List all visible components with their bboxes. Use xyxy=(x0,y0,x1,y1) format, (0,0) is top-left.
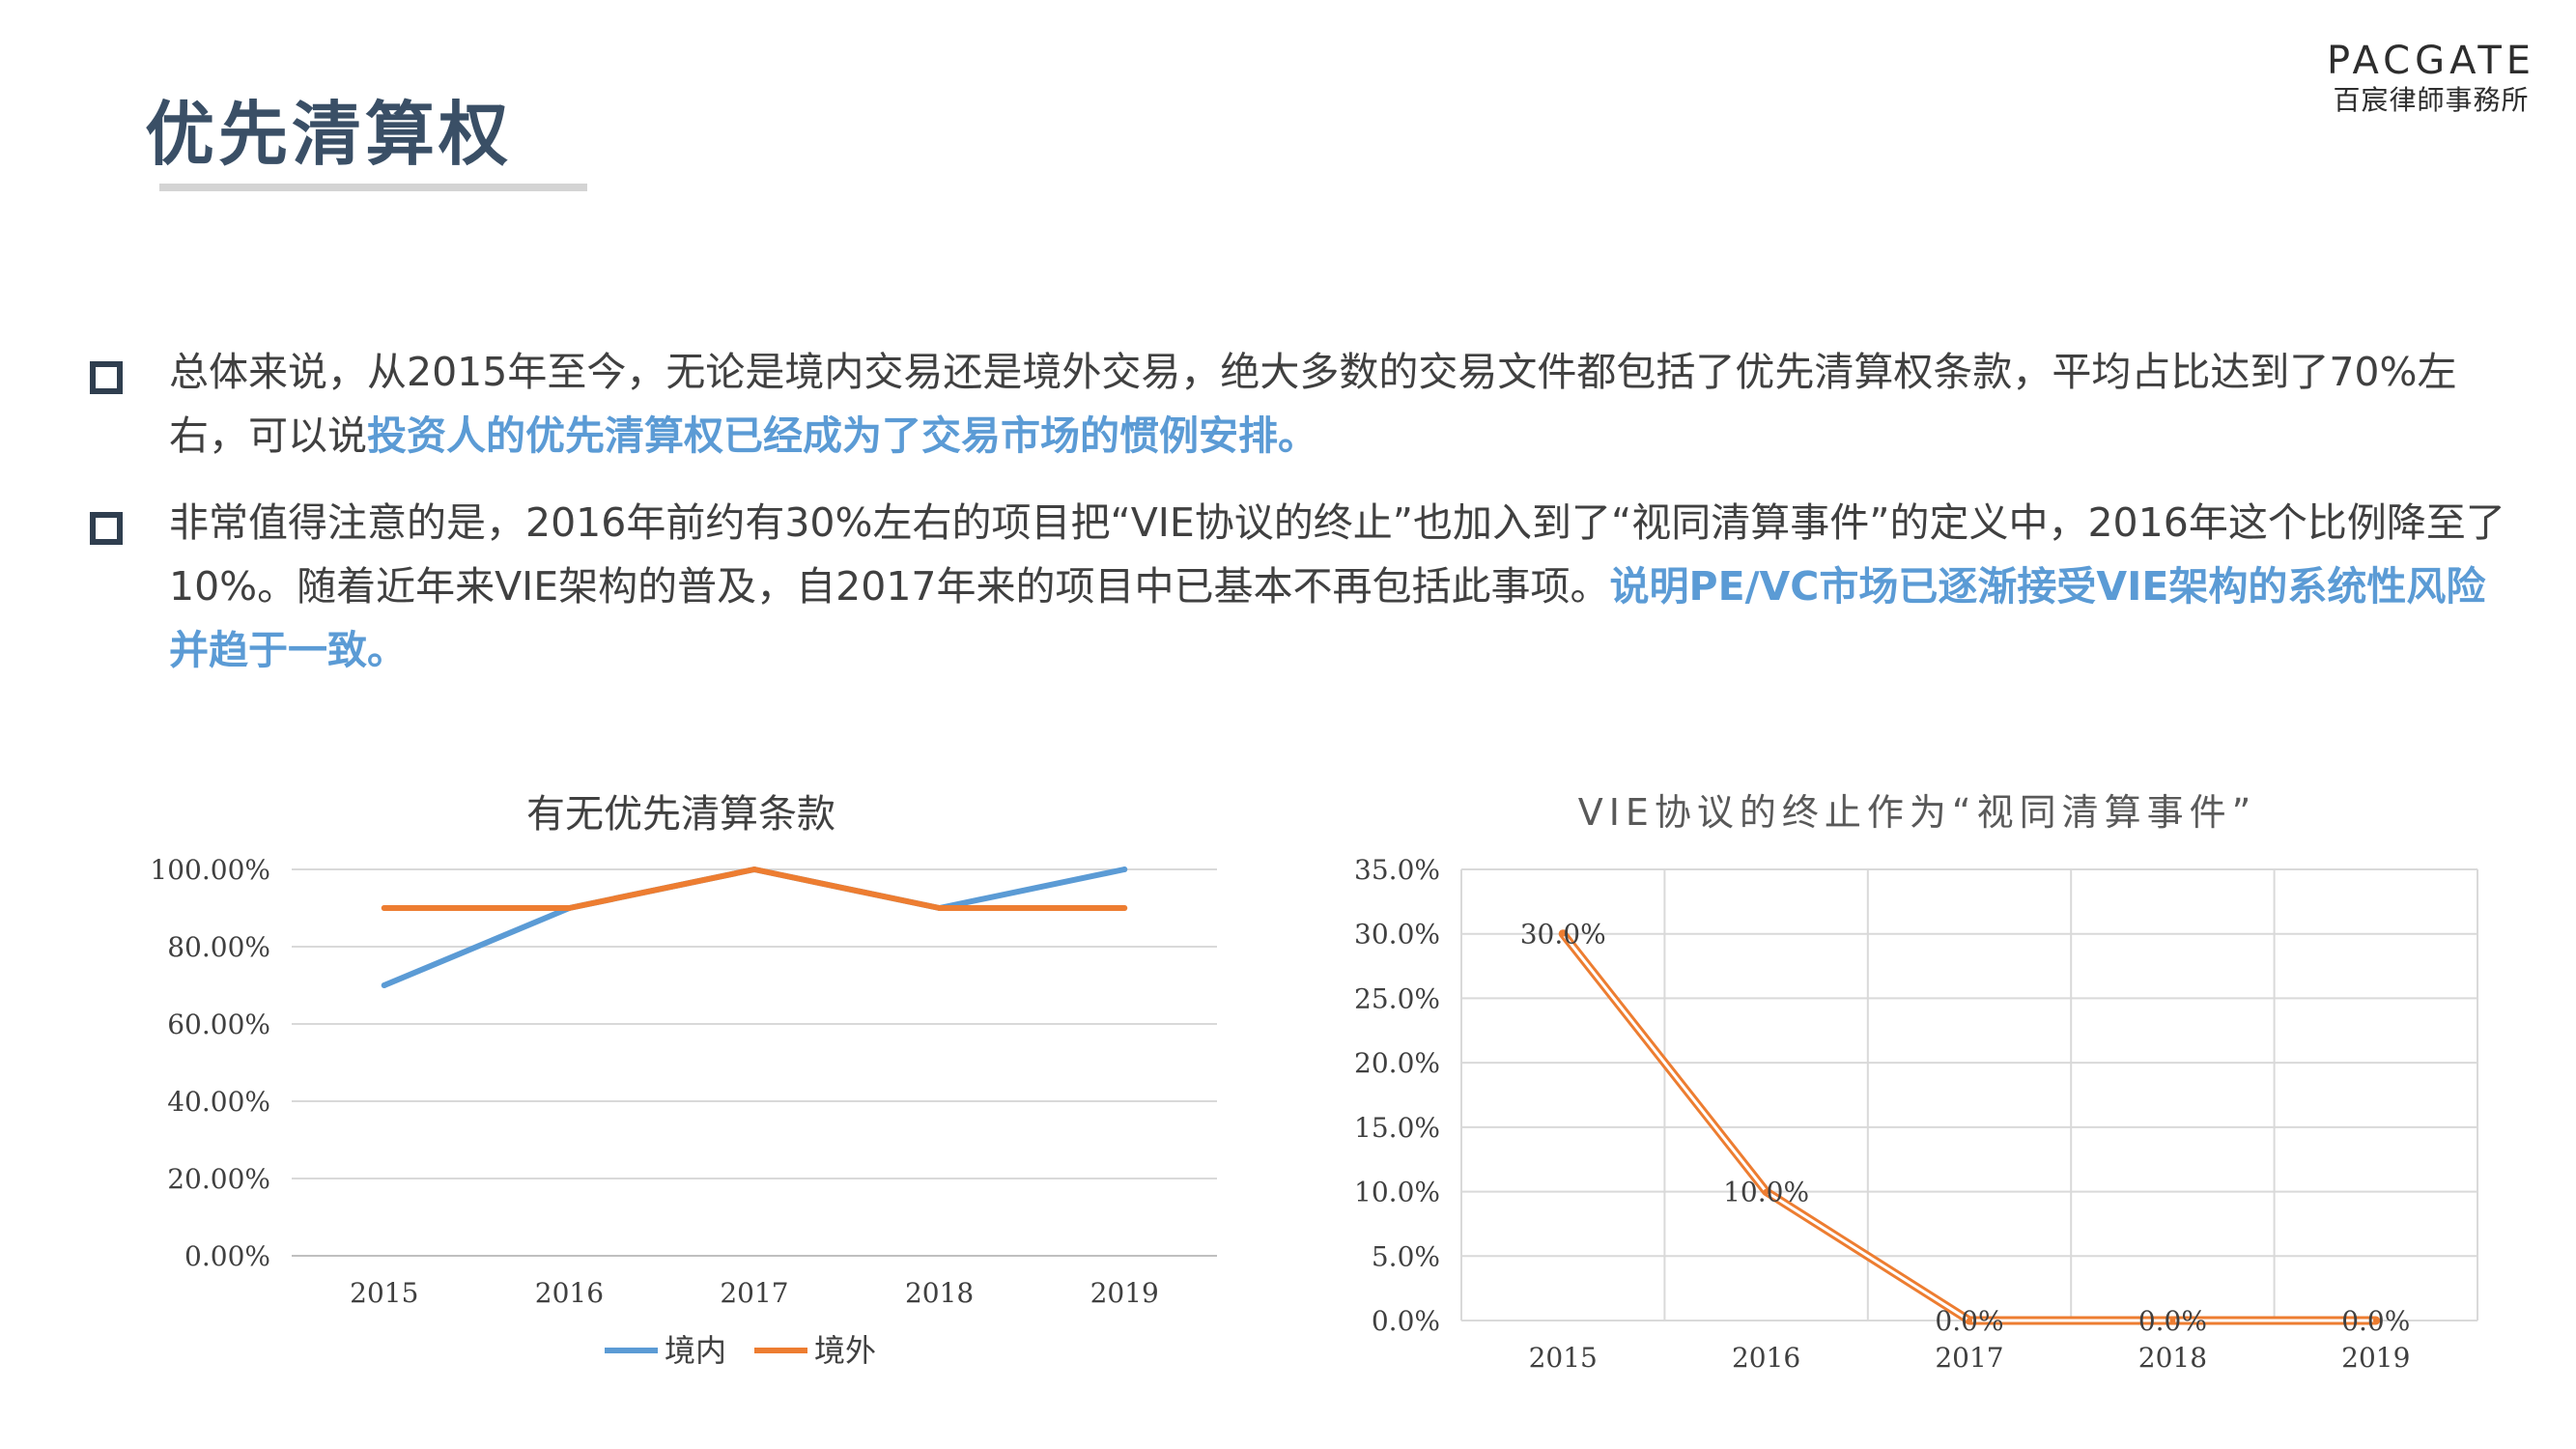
company-logo: PACGATE 百宸律師事務所 xyxy=(2320,39,2542,118)
square-bullet-icon xyxy=(90,361,123,394)
data-point xyxy=(1763,1188,1769,1195)
bullet-item: 总体来说，从2015年至今，无论是境内交易还是境外交易，绝大多数的交易文件都包括… xyxy=(87,340,2511,468)
x-tick-label: 2018 xyxy=(2138,1342,2207,1374)
logo-wordmark: PACGATE xyxy=(2326,39,2536,83)
series-line xyxy=(381,867,1128,988)
title-underline xyxy=(159,184,587,191)
chart-plot: 0.00% 20.00% 40.00% 60.00% 80.00% 100.00% 2015… xyxy=(150,854,1217,1369)
legend-label: 境外 xyxy=(814,1332,876,1369)
data-point xyxy=(1560,930,1567,937)
y-tick-label: 35.0% xyxy=(1354,854,1440,886)
y-tick-label: 0.00% xyxy=(184,1240,270,1272)
square-bullet-icon xyxy=(90,512,123,545)
y-tick-label: 80.00% xyxy=(167,931,270,963)
chart-title: VIE协议的终止作为“视同清算事件” xyxy=(1577,791,2257,834)
data-point xyxy=(751,867,757,872)
y-tick-label: 5.0% xyxy=(1372,1240,1440,1272)
data-point xyxy=(1967,1318,1972,1323)
data-label: 30.0% xyxy=(1520,919,1606,951)
data-label: 0.0% xyxy=(2138,1305,2207,1337)
liquidation-clause-chart: 有无优先清算条款 0.00% 20.00% 40.00% 60.00% 80.00% 10… xyxy=(126,773,1236,1401)
x-tick-label: 2015 xyxy=(350,1277,418,1309)
y-tick-label: 10.0% xyxy=(1354,1177,1440,1208)
data-point xyxy=(381,982,387,988)
y-tick-label: 20.0% xyxy=(1354,1047,1440,1079)
vie-termination-chart: VIE协议的终止作为“视同清算事件” 0.0% 5.0% 10.0% 15.0% 20.… xyxy=(1323,773,2511,1401)
legend-label: 境内 xyxy=(665,1332,726,1369)
x-tick-label: 2015 xyxy=(1529,1342,1598,1374)
y-tick-label: 100.00% xyxy=(150,854,270,886)
x-tick-label: 2016 xyxy=(1732,1342,1800,1374)
y-tick-label: 0.0% xyxy=(1372,1305,1440,1337)
data-label: 0.0% xyxy=(2341,1305,2410,1337)
bullet-item: 非常值得注意的是，2016年前约有30%左右的项目把“VIE协议的终止”也加入到… xyxy=(87,491,2511,682)
data-point xyxy=(2372,1318,2379,1323)
y-tick-label: 30.0% xyxy=(1354,919,1440,951)
x-tick-label: 2016 xyxy=(535,1277,604,1309)
data-point xyxy=(1121,905,1128,911)
data-point xyxy=(936,905,943,911)
y-tick-label: 25.0% xyxy=(1354,982,1440,1014)
chart-title: 有无优先清算条款 xyxy=(526,792,835,837)
data-point xyxy=(1121,867,1128,872)
logo-subtitle: 百宸律師事務所 xyxy=(2333,84,2530,116)
data-point xyxy=(2169,1318,2176,1323)
data-label: 0.0% xyxy=(1935,1305,2003,1337)
bullet-highlight: 投资人的优先清算权已经成为了交易市场的惯例安排。 xyxy=(367,412,1317,459)
chart-plot: 0.0% 5.0% 10.0% 15.0% 20.0% 25.0% 30.0% 35.0% 20… xyxy=(1354,854,2478,1374)
bullet-highlight: 说明PE/VC市场已逐渐接受VIE架构的系统性风险并趋于一致。 xyxy=(169,563,2486,673)
y-tick-label: 20.00% xyxy=(167,1163,270,1195)
series-line xyxy=(381,867,1128,911)
x-tick-label: 2017 xyxy=(720,1277,788,1309)
page-title: 优先清算权 xyxy=(145,94,513,175)
bullet-text: 非常值得注意的是，2016年前约有30%左右的项目把“VIE协议的终止”也加入到… xyxy=(169,499,2505,610)
data-point xyxy=(566,905,573,911)
y-tick-label: 60.00% xyxy=(167,1009,270,1040)
x-tick-label: 2017 xyxy=(1935,1342,2003,1374)
data-point xyxy=(381,905,387,911)
x-tick-label: 2019 xyxy=(1090,1277,1159,1309)
bullet-text: 总体来说，从2015年至今，无论是境内交易还是境外交易，绝大多数的交易文件都包括… xyxy=(169,349,2457,459)
y-tick-label: 15.0% xyxy=(1354,1112,1440,1144)
x-tick-label: 2019 xyxy=(2341,1342,2410,1374)
bullet-list: 总体来说，从2015年至今，无论是境内交易还是境外交易，绝大多数的交易文件都包括… xyxy=(87,340,2511,705)
x-tick-label: 2018 xyxy=(905,1277,974,1309)
y-tick-label: 40.00% xyxy=(167,1086,270,1118)
data-label: 10.0% xyxy=(1723,1177,1809,1208)
